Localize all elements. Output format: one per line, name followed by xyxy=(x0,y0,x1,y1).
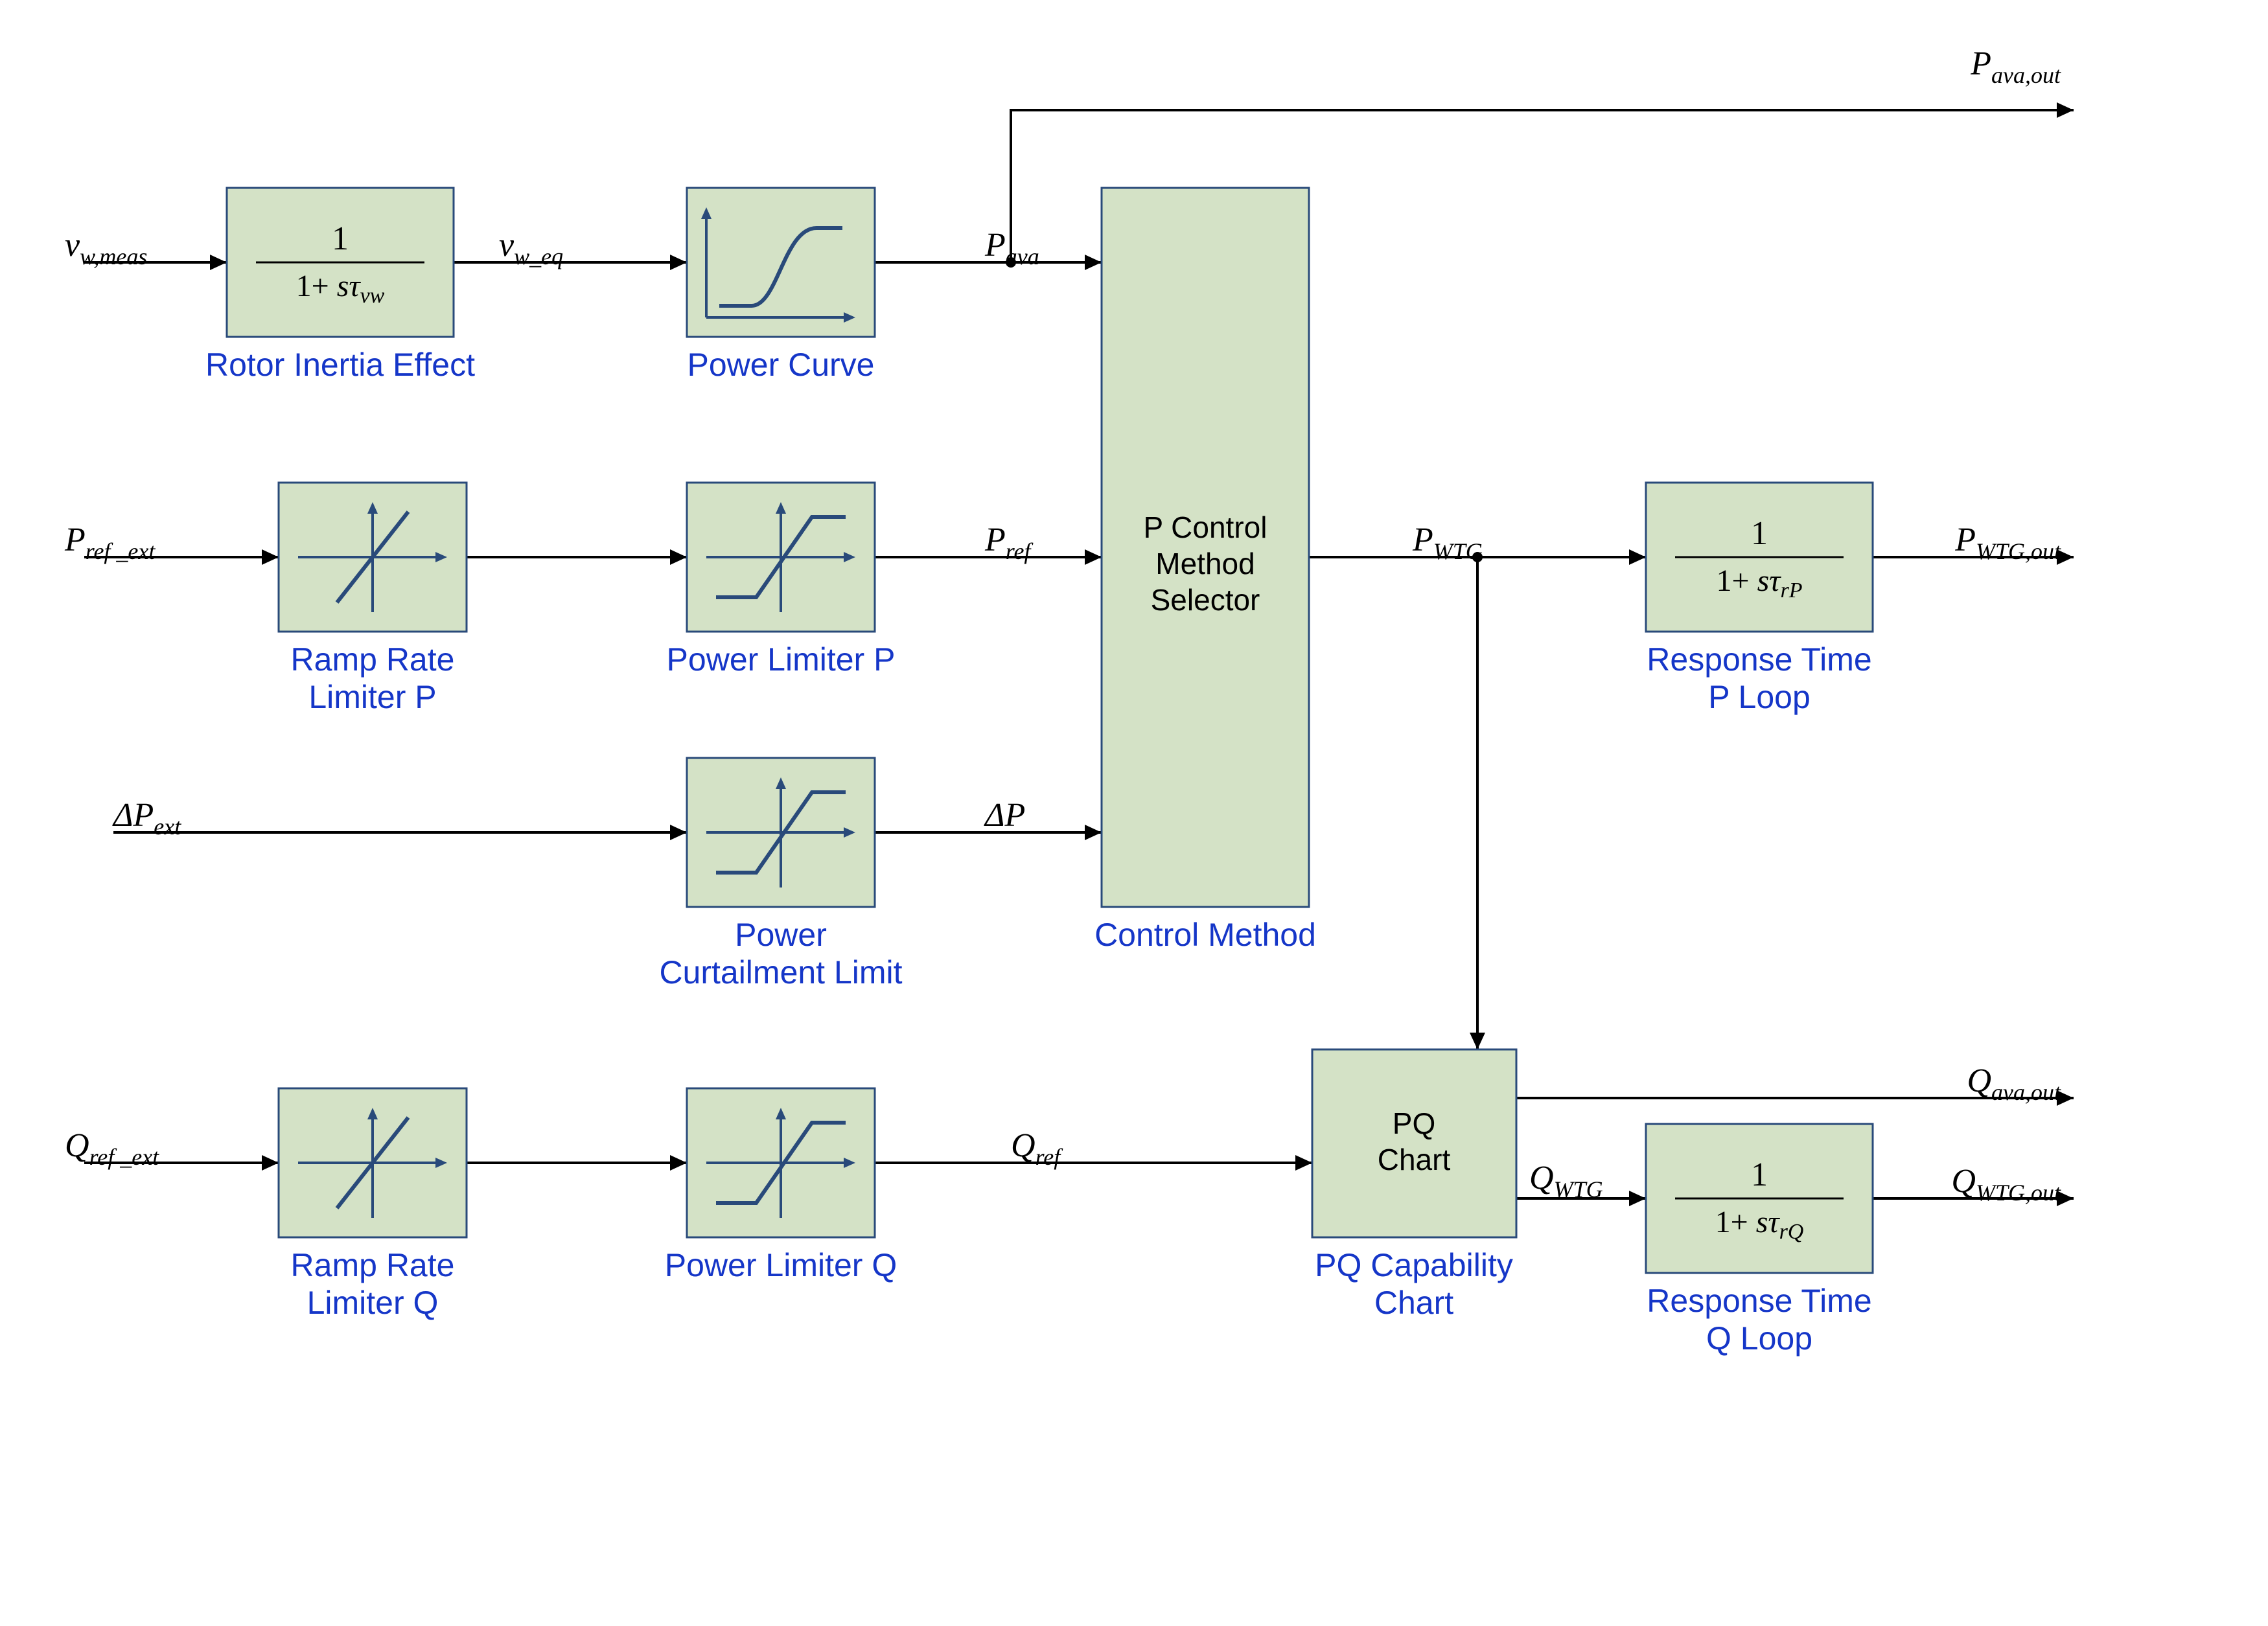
signal-Q_WTG_out: QWTG,out xyxy=(1951,1163,2061,1206)
svg-text:P Control: P Control xyxy=(1144,510,1267,544)
block-label-response_p-1: P Loop xyxy=(1708,679,1811,715)
block-label-response_p-0: Response Time xyxy=(1647,641,1871,678)
block-label-ramp_rate_q-1: Limiter Q xyxy=(307,1285,439,1321)
block-label-power_limiter_p: Power Limiter P xyxy=(667,641,896,678)
svg-text:1: 1 xyxy=(332,220,349,257)
block-label-control_method: Control Method xyxy=(1094,917,1316,953)
block-label-ramp_rate_p-0: Ramp Rate xyxy=(291,641,455,678)
block-label-pq_chart-1: Chart xyxy=(1374,1285,1453,1321)
signal-Q_ava_out: Qava,out xyxy=(1967,1062,2061,1105)
signal-P_WTG: PWTG xyxy=(1412,521,1483,564)
signal-v_w_meas: vw,meas xyxy=(65,227,147,269)
signal-P_ava_out: Pava,out xyxy=(1970,45,2061,88)
block-label-rotor_inertia: Rotor Inertia Effect xyxy=(205,347,475,383)
block-label-pq_chart-0: PQ Capability xyxy=(1315,1247,1513,1283)
svg-text:PQ: PQ xyxy=(1393,1106,1435,1140)
signal-dP_ext: ΔPext xyxy=(112,797,181,840)
svg-text:1: 1 xyxy=(1751,1156,1768,1193)
block-label-response_q-0: Response Time xyxy=(1647,1283,1871,1319)
svg-text:Method: Method xyxy=(1155,547,1255,580)
svg-text:Chart: Chart xyxy=(1378,1143,1451,1176)
block-label-power_curve: Power Curve xyxy=(688,347,875,383)
block-label-power_curtail-1: Curtailment Limit xyxy=(659,954,902,990)
signal-Q_ref: Qref xyxy=(1011,1127,1063,1170)
signal-P_ref: Pref xyxy=(984,521,1034,564)
block-label-ramp_rate_q-0: Ramp Rate xyxy=(291,1247,455,1283)
signal-v_w_eq: vw_eq xyxy=(499,227,563,269)
svg-text:1: 1 xyxy=(1751,515,1768,552)
block-label-power_curtail-0: Power xyxy=(735,917,827,953)
block-label-ramp_rate_p-1: Limiter P xyxy=(308,679,436,715)
signal-dP: ΔP xyxy=(984,797,1025,834)
signal-P_WTG_out: PWTG,out xyxy=(1954,521,2061,564)
svg-text:Selector: Selector xyxy=(1151,583,1260,617)
block-label-power_limiter_q: Power Limiter Q xyxy=(665,1247,897,1283)
block-label-response_q-1: Q Loop xyxy=(1706,1320,1812,1357)
signal-Q_WTG: QWTG xyxy=(1529,1160,1603,1202)
signal-P_ref_ext: Pref _ext xyxy=(64,521,156,564)
signal-Q_ref_ext: Qref _ext xyxy=(65,1127,159,1170)
